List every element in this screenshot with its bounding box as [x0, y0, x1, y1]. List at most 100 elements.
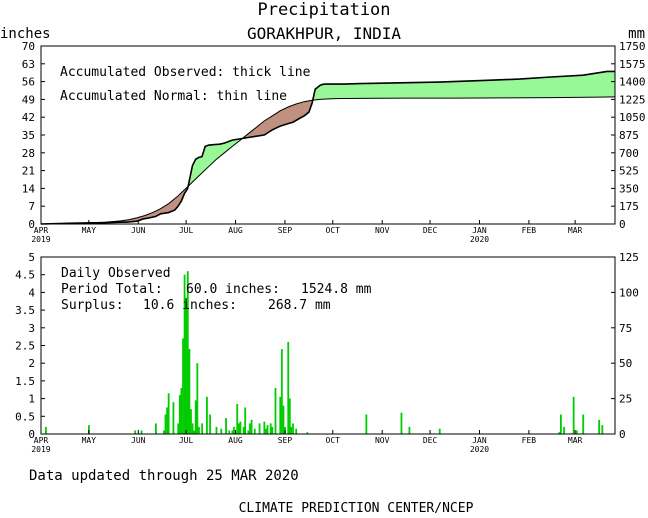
- daily-bar: [438, 428, 441, 434]
- deficit-segment: [128, 219, 131, 222]
- surplus-segment: [512, 79, 515, 98]
- surplus-segment: [219, 143, 222, 156]
- daily-bar: [280, 349, 283, 434]
- deficit-segment: [249, 131, 252, 138]
- surplus-segment: [221, 143, 224, 155]
- surplus-segment: [471, 80, 474, 99]
- surplus-segment: [225, 142, 228, 151]
- surplus-segment: [229, 141, 232, 149]
- surplus-segment: [469, 80, 472, 99]
- surplus-segment: [224, 142, 227, 153]
- surplus-segment: [503, 79, 506, 98]
- accumulated-normal-line: [40, 96, 616, 225]
- deficit-segment: [162, 207, 165, 214]
- deficit-segment: [179, 193, 182, 203]
- daily-bar: [601, 425, 604, 434]
- daily-bar: [282, 405, 285, 434]
- daily-bar: [182, 338, 184, 434]
- surplus-segment: [474, 80, 477, 99]
- surplus-segment: [329, 84, 332, 99]
- deficit-segment: [171, 200, 174, 211]
- surplus-segment: [458, 81, 461, 99]
- period-total-mm: 1524.8 mm: [301, 282, 372, 297]
- left-tick-label: 1.5: [15, 375, 35, 388]
- left-tick-label: 49: [22, 93, 35, 106]
- deficit-segment: [302, 101, 305, 117]
- surplus-segment: [401, 82, 404, 99]
- surplus-segment: [394, 82, 397, 99]
- surplus-segment: [436, 82, 439, 99]
- surplus-segment: [238, 138, 241, 141]
- month-tick-label: MAR: [568, 226, 583, 235]
- surplus-segment: [587, 74, 590, 98]
- daily-bar: [287, 341, 290, 434]
- daily-bar: [598, 419, 601, 434]
- deficit-segment: [272, 115, 275, 130]
- right-tick-label: 175: [619, 200, 639, 213]
- daily-bar: [292, 423, 294, 434]
- surplus-segment: [571, 75, 574, 98]
- right-tick-label: 125: [619, 251, 639, 264]
- daily-bars: [44, 271, 604, 434]
- daily-bar: [178, 395, 181, 434]
- deficit-segment: [245, 135, 248, 138]
- deficit-segment: [253, 129, 256, 137]
- daily-bar: [231, 430, 234, 434]
- surplus-segment: [420, 82, 423, 99]
- surplus-segment: [563, 76, 566, 98]
- surplus-segment: [530, 78, 533, 98]
- surplus-segment: [589, 74, 592, 98]
- surplus-segment: [222, 143, 225, 154]
- daily-bar: [183, 274, 186, 434]
- surplus-segment: [414, 82, 417, 99]
- surplus-segment: [439, 82, 442, 99]
- chart-subtitle: GORAKHPUR, INDIA: [247, 24, 401, 43]
- surplus-segment: [463, 81, 466, 99]
- surplus-segment: [465, 81, 468, 99]
- daily-bar: [365, 414, 368, 434]
- surplus-segment: [343, 84, 346, 99]
- surplus-segment: [337, 84, 340, 99]
- surplus-segment: [576, 75, 579, 98]
- surplus-segment: [208, 145, 211, 167]
- surplus-segment: [485, 80, 488, 98]
- surplus-segment: [504, 79, 507, 98]
- surplus-segment: [433, 82, 436, 99]
- month-tick-label: DEC: [423, 436, 438, 445]
- deficit-segment: [131, 218, 134, 222]
- surplus-segment: [559, 76, 562, 98]
- left-tick-label: 7: [28, 200, 35, 213]
- surplus-segment: [441, 82, 444, 99]
- left-tick-label: 28: [22, 147, 35, 160]
- deficit-segment: [270, 116, 273, 131]
- surplus-segment: [597, 72, 600, 98]
- deficit-segment: [143, 215, 146, 219]
- surplus-segment: [484, 80, 487, 98]
- deficit-segment: [281, 109, 284, 126]
- daily-bar: [250, 419, 253, 434]
- surplus-segment: [320, 85, 323, 100]
- surplus-segment: [447, 81, 450, 99]
- deficit-segment: [170, 201, 173, 212]
- daily-bar: [206, 396, 208, 434]
- surplus-segment: [323, 84, 326, 100]
- daily-bar: [253, 428, 256, 434]
- daily-bar: [196, 363, 199, 434]
- deficit-segment: [176, 196, 179, 208]
- surplus-segment: [586, 74, 589, 98]
- surplus-segment: [313, 92, 316, 100]
- deficit-segment: [182, 190, 185, 196]
- daily-bar: [209, 414, 212, 434]
- surplus-segment: [560, 76, 563, 98]
- surplus-segment: [538, 77, 541, 98]
- deficit-segment: [136, 217, 139, 221]
- surplus-segment: [335, 84, 338, 99]
- surplus-segment: [195, 158, 198, 179]
- daily-bar: [188, 349, 191, 434]
- surplus-segment: [442, 81, 445, 99]
- deficit-segment: [251, 130, 254, 137]
- surplus-segment: [350, 83, 353, 99]
- month-tick-label: APR: [34, 226, 49, 235]
- surplus-segment: [489, 80, 492, 98]
- surplus-segment: [556, 76, 558, 98]
